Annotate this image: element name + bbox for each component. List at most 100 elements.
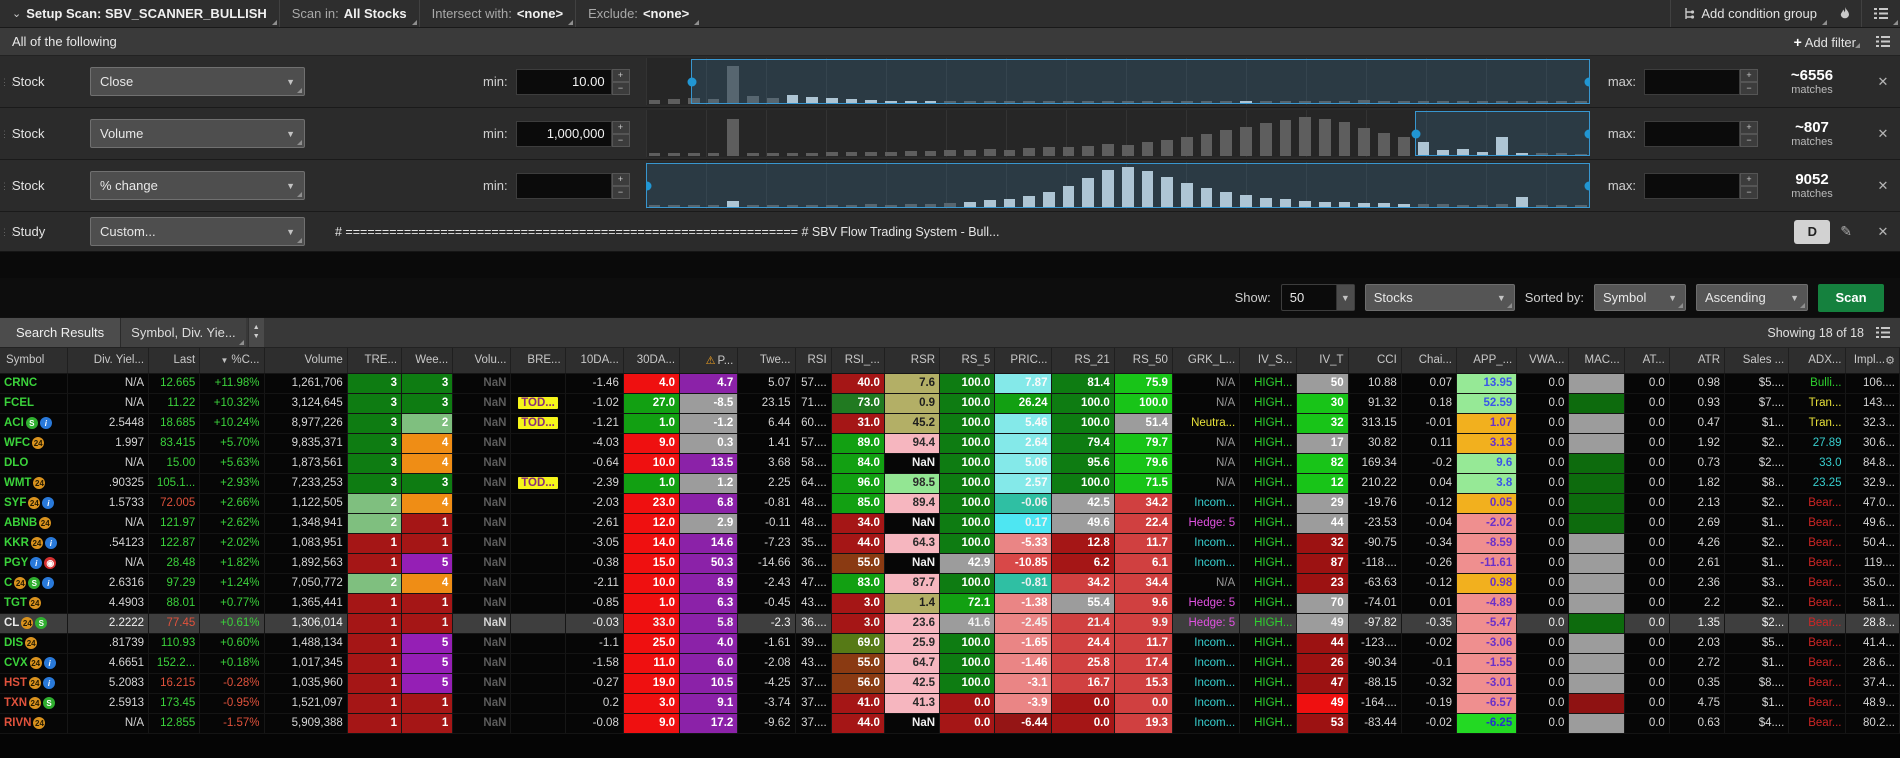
selection-right-handle[interactable]	[1584, 181, 1590, 190]
filter-field-dropdown[interactable]: Close ▼	[90, 67, 305, 96]
column-header-volu[interactable]: Volu...	[452, 348, 512, 374]
max-stepper[interactable]: + −	[1740, 172, 1758, 199]
add-filter-button[interactable]: + Add filter	[1794, 34, 1862, 50]
column-header-symbol[interactable]: Symbol	[0, 348, 68, 374]
group-menu-icon[interactable]	[1876, 36, 1890, 47]
column-header-rsi[interactable]: RSI	[795, 348, 832, 374]
exclude-dropdown[interactable]: Exclude: <none>	[576, 0, 701, 27]
drag-handle-icon[interactable]: ⋮⋮	[0, 76, 17, 87]
table-row[interactable]: ABNB 24 N/A 121.97 +2.62% 1,348,941 2 1 NaN -2.61…	[0, 513, 1900, 534]
filter-field-dropdown[interactable]: % change ▼	[90, 171, 305, 200]
table-row[interactable]: RIVN 24 N/A 12.855 -1.57% 5,909,388 1 1 NaN -0.08…	[0, 713, 1900, 734]
decrement-icon[interactable]: −	[1740, 133, 1758, 147]
column-header-volume[interactable]: Volume	[264, 348, 348, 374]
table-row[interactable]: PGY i ◉ N/A 28.48 +1.82% 1,892,563 1 5 NaN -0.38 15…	[0, 553, 1900, 574]
sort-field-dropdown[interactable]: Symbol ▼	[1594, 284, 1686, 311]
study-dropdown[interactable]: Custom... ▼	[90, 217, 305, 246]
increment-icon[interactable]: +	[611, 68, 630, 82]
column-header-app[interactable]: APP_...	[1456, 348, 1518, 374]
min-stepper[interactable]: + −	[611, 172, 630, 199]
table-row[interactable]: CVX 24 i 4.6651 152.2... +0.18% 1,017,345 1 5 NaN…	[0, 653, 1900, 674]
histogram[interactable]	[645, 162, 1590, 209]
histogram-selection[interactable]	[1411, 111, 1590, 156]
remove-filter-button[interactable]: ✕	[1877, 125, 1889, 141]
table-row[interactable]: TGT 24 4.4903 88.01 +0.77% 1,365,441 1 1 NaN -0.8…	[0, 593, 1900, 614]
column-header-twe[interactable]: Twe...	[737, 348, 796, 374]
increment-icon[interactable]: +	[611, 172, 630, 186]
show-count-dropdown[interactable]: 50 ▼	[1280, 284, 1355, 311]
column-header-pric[interactable]: PRIC...	[994, 348, 1053, 374]
max-input[interactable]	[1644, 120, 1740, 147]
increment-icon[interactable]: +	[611, 120, 630, 134]
table-row[interactable]: CL 24 S 2.2222 77.45 +0.61% 1,306,014 1 1 NaN -0.0…	[0, 613, 1900, 634]
table-row[interactable]: TXN 24 S 2.5913 173.45 -0.95% 1,521,097 1 1 NaN 0.…	[0, 693, 1900, 714]
setup-scan-menu[interactable]: ⌄ Setup Scan: SBV_SCANNER_BULLISH	[0, 0, 280, 27]
tab-search-results[interactable]: Search Results	[0, 318, 122, 347]
selection-right-handle[interactable]	[1584, 129, 1590, 138]
study-aggregation-button[interactable]: D	[1794, 219, 1831, 244]
min-input[interactable]	[515, 68, 612, 95]
column-header-last[interactable]: Last	[148, 348, 201, 374]
column-header-rsi2[interactable]: RSI_...	[831, 348, 885, 374]
column-header-vwa[interactable]: VWA...	[1516, 348, 1570, 374]
max-stepper[interactable]: + −	[1740, 68, 1758, 95]
column-header-div[interactable]: Div. Yiel...	[67, 348, 150, 374]
add-condition-group-button[interactable]: Add condition group	[1670, 0, 1829, 27]
max-stepper[interactable]: + −	[1740, 120, 1758, 147]
toolbar-menu-button[interactable]	[1861, 0, 1900, 27]
column-settings-gear-icon[interactable]: ⚙	[1885, 354, 1895, 367]
table-row[interactable]: CRNC N/A 12.665 +11.98% 1,261,706 3 3 NaN -1.46 4…	[0, 373, 1900, 394]
increment-icon[interactable]: +	[1740, 172, 1758, 186]
min-stepper[interactable]: + −	[611, 120, 630, 147]
column-set-stepper[interactable]: ▲ ▼	[247, 318, 264, 347]
min-input[interactable]	[515, 120, 612, 147]
instrument-type-dropdown[interactable]: Stocks ▼	[1364, 284, 1515, 311]
column-header-impl[interactable]: Impl... ⚙	[1845, 348, 1900, 374]
column-header-ivt[interactable]: IV_T	[1296, 348, 1349, 374]
decrement-icon[interactable]: −	[1740, 185, 1758, 199]
table-menu-icon[interactable]	[1876, 327, 1890, 338]
column-header-wee[interactable]: Wee...	[401, 348, 454, 374]
selection-right-handle[interactable]	[1584, 77, 1590, 86]
column-header-rs21[interactable]: RS_21	[1051, 348, 1115, 374]
column-header-bre[interactable]: BRE...	[510, 348, 566, 374]
increment-icon[interactable]: +	[1740, 120, 1758, 134]
column-header-rsr[interactable]: RSR	[884, 348, 941, 374]
histogram-selection[interactable]	[645, 163, 1590, 208]
drag-handle-icon[interactable]: ⋮⋮	[0, 128, 17, 139]
column-header-tre[interactable]: TRE...	[347, 348, 403, 374]
drag-handle-icon[interactable]: ⋮⋮	[0, 226, 17, 237]
column-header-d30[interactable]: 30DA...	[623, 348, 681, 374]
sort-order-dropdown[interactable]: Ascending ▼	[1696, 284, 1808, 311]
scan-in-dropdown[interactable]: Scan in: All Stocks	[280, 0, 420, 27]
remove-filter-button[interactable]: ✕	[1877, 73, 1889, 89]
column-header-cci[interactable]: CCI	[1348, 348, 1402, 374]
drag-handle-icon[interactable]: ⋮⋮	[0, 180, 17, 191]
column-header-chai[interactable]: Chai...	[1401, 348, 1458, 374]
column-header-rs5[interactable]: RS_5	[939, 348, 996, 374]
remove-study-button[interactable]: ✕	[1877, 223, 1889, 239]
scan-button[interactable]: Scan	[1818, 283, 1884, 312]
selection-left-handle[interactable]	[645, 181, 652, 190]
edit-pencil-icon[interactable]: ✎	[1840, 223, 1852, 239]
max-input[interactable]	[1644, 172, 1740, 199]
column-header-at[interactable]: AT...	[1624, 348, 1670, 374]
table-row[interactable]: WFC 24 1.997 83.415 +5.70% 9,835,371 3 4 NaN -4.0…	[0, 433, 1900, 454]
histogram[interactable]	[645, 110, 1590, 157]
intersect-dropdown[interactable]: Intersect with: <none>	[420, 0, 577, 27]
table-row[interactable]: DLO N/A 15.00 +5.63% 1,873,561 3 4 NaN -0.64 10.0…	[0, 453, 1900, 474]
table-row[interactable]: FCEL N/A 11.22 +10.32% 3,124,645 3 3 NaN TOD... -…	[0, 393, 1900, 414]
min-input[interactable]	[515, 172, 612, 199]
column-header-grk[interactable]: GRK_L...	[1172, 348, 1241, 374]
column-set-dropdown[interactable]: Symbol, Div. Yie...	[121, 318, 246, 347]
histogram[interactable]	[645, 58, 1590, 105]
decrement-icon[interactable]: −	[611, 133, 630, 147]
table-row[interactable]: DIS 24 .81739 110.93 +0.60% 1,488,134 1 5 NaN -1.…	[0, 633, 1900, 654]
column-header-mac[interactable]: MAC...	[1568, 348, 1625, 374]
histogram-selection[interactable]	[687, 59, 1590, 104]
table-row[interactable]: WMT 24.90325 105.1... +2.93% 7,233,253 3 3 NaN T…	[0, 473, 1900, 494]
decrement-icon[interactable]: −	[611, 185, 630, 199]
max-input[interactable]	[1644, 68, 1740, 95]
